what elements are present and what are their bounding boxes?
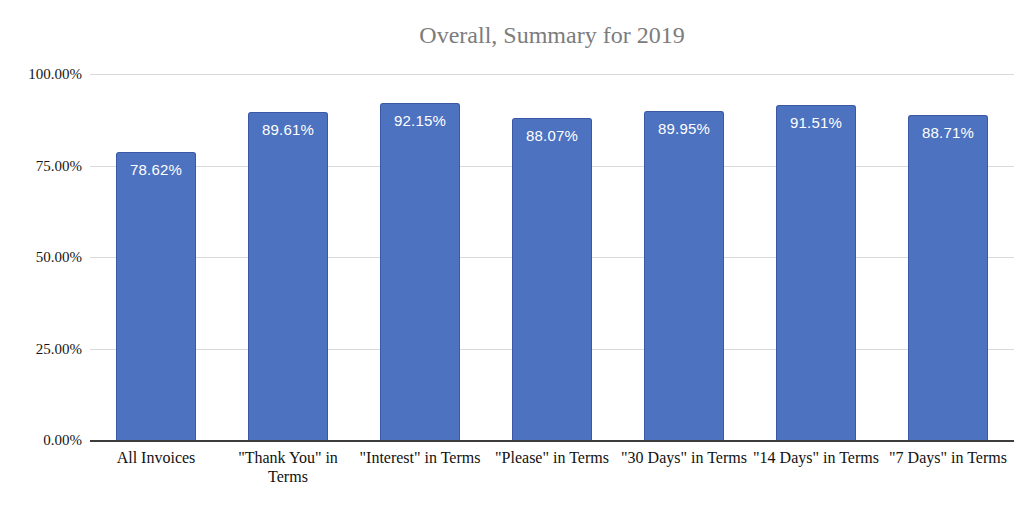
x-tick-label: "Thank You" in Terms — [222, 448, 354, 486]
bar-slot: 89.95% — [618, 74, 750, 440]
bar-value-label: 89.61% — [249, 113, 327, 138]
bar-slot: 91.51% — [750, 74, 882, 440]
y-tick-label: 50.00% — [36, 249, 82, 266]
x-tick-label: "Please" in Terms — [486, 448, 618, 486]
bar-value-label: 89.95% — [645, 112, 723, 137]
bar[interactable]: 88.71% — [908, 115, 988, 440]
bar-slot: 89.61% — [222, 74, 354, 440]
chart-title: Overall, Summary for 2019 — [90, 22, 1014, 49]
bar-chart: Overall, Summary for 2019 100.00% 75.00% 5… — [0, 0, 1024, 511]
x-tick-label: "7 Days" in Terms — [882, 448, 1014, 486]
y-tick-label: 75.00% — [36, 157, 82, 174]
x-tick-label: "14 Days" in Terms — [750, 448, 882, 486]
y-axis: 100.00%75.00%50.00%25.00%0.00% — [0, 74, 82, 440]
bar[interactable]: 78.62% — [116, 152, 196, 440]
y-tick-label: 0.00% — [43, 432, 82, 449]
bar[interactable]: 89.61% — [248, 112, 328, 440]
bar[interactable]: 91.51% — [776, 105, 856, 440]
bar-slot: 92.15% — [354, 74, 486, 440]
x-tick-label: "Interest" in Terms — [354, 448, 486, 486]
bar-slot: 78.62% — [90, 74, 222, 440]
bar-value-label: 78.62% — [117, 153, 195, 178]
x-tick-label: "30 Days" in Terms — [618, 448, 750, 486]
bar[interactable]: 92.15% — [380, 103, 460, 440]
bar-slot: 88.07% — [486, 74, 618, 440]
y-tick-label: 100.00% — [28, 66, 82, 83]
bar[interactable]: 89.95% — [644, 111, 724, 440]
bar[interactable]: 88.07% — [512, 118, 592, 440]
bar-value-label: 88.71% — [909, 116, 987, 141]
bar-value-label: 88.07% — [513, 119, 591, 144]
bar-slot: 88.71% — [882, 74, 1014, 440]
x-tick-label: All Invoices — [90, 448, 222, 486]
plot-area: 78.62% 89.61% 92.15% 88.07% 89.95% 91.51% 88.7… — [90, 74, 1014, 442]
y-tick-label: 25.00% — [36, 340, 82, 357]
bars-row: 78.62% 89.61% 92.15% 88.07% 89.95% 91.51% 88.7… — [90, 74, 1014, 440]
bar-value-label: 92.15% — [381, 104, 459, 129]
bar-value-label: 91.51% — [777, 106, 855, 131]
x-axis: All Invoices"Thank You" in Terms"Interes… — [90, 448, 1014, 486]
